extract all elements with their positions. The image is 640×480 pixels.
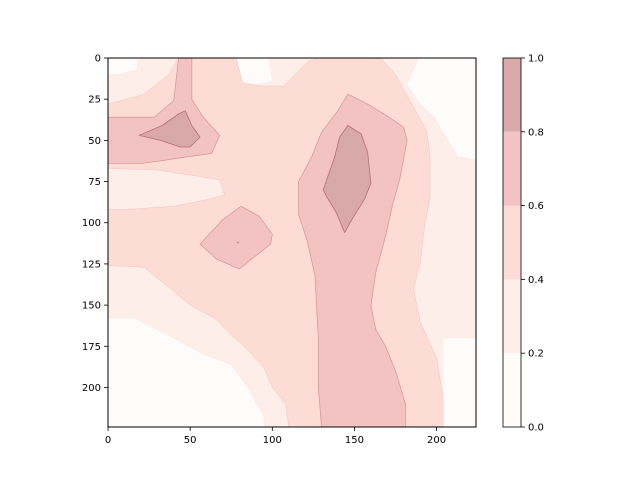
- colorbar-band: [503, 58, 521, 132]
- y-tick-label: 25: [88, 95, 101, 106]
- x-tick-label: 200: [427, 435, 446, 446]
- contour-peak-mark: [236, 241, 239, 244]
- plot-frame: [107, 57, 477, 428]
- colorbar-tick-label: 0.4: [528, 275, 544, 286]
- contour-regions: [108, 58, 476, 427]
- y-tick-label: 200: [82, 383, 101, 394]
- x-tick-label: 0: [105, 435, 111, 446]
- y-tick-label: 75: [88, 177, 101, 188]
- x-tick-label: 100: [263, 435, 282, 446]
- y-axis: 0 25 50 75 100 125 150 175 200: [82, 54, 108, 394]
- contour-region-level-0: [108, 318, 265, 427]
- colorbar-band: [503, 131, 521, 206]
- contour-region-level-4: [322, 125, 372, 234]
- contour-region-level-0: [380, 58, 476, 427]
- colorbar-tick-label: 0.6: [528, 201, 544, 212]
- x-tick-label: 50: [184, 435, 197, 446]
- colorbar: 0.0 0.2 0.4 0.6 0.8 1.0: [502, 54, 544, 434]
- y-tick-label: 0: [95, 54, 101, 65]
- y-tick-label: 150: [82, 301, 101, 312]
- colorbar-tick-label: 0.0: [528, 423, 544, 434]
- y-tick-label: 100: [82, 218, 101, 229]
- colorbar-tick-label: 1.0: [528, 54, 544, 65]
- contour-region-level-3: [199, 205, 273, 270]
- y-tick-label: 175: [82, 342, 101, 353]
- x-axis: 0 50 100 150 200: [105, 427, 446, 446]
- colorbar-tick-label: 0.8: [528, 127, 544, 138]
- y-tick-label: 125: [82, 259, 101, 270]
- colorbar-band: [503, 205, 521, 280]
- contour-region-level-3: [298, 93, 408, 427]
- contour-region-level-0: [108, 58, 138, 75]
- colorbar-band: [503, 353, 521, 427]
- contour-region-level-4: [138, 110, 201, 148]
- colorbar-tick-label: 0.2: [528, 349, 544, 360]
- y-tick-label: 50: [88, 136, 101, 147]
- colorbar-band: [503, 279, 521, 354]
- colorbar-frame: [502, 57, 522, 428]
- x-tick-label: 150: [345, 435, 364, 446]
